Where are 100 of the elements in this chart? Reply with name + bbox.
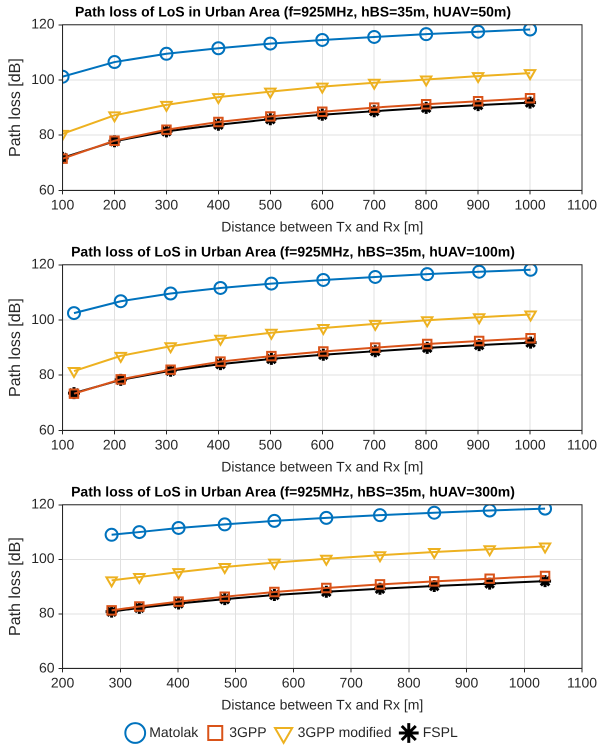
x-tick-label: 600 xyxy=(310,436,334,453)
point xyxy=(108,55,122,70)
point xyxy=(419,27,434,42)
legend-label: 3GPP modified xyxy=(298,724,392,740)
point xyxy=(263,36,278,51)
x-tick-label: 1100 xyxy=(566,196,598,213)
point xyxy=(538,542,552,554)
point xyxy=(368,78,380,90)
point xyxy=(420,99,432,110)
point xyxy=(66,306,81,320)
point xyxy=(218,562,231,574)
point xyxy=(483,545,496,556)
y-tick-label: 80 xyxy=(38,604,55,621)
point xyxy=(316,272,330,287)
point xyxy=(106,605,117,616)
x-tick-label: 900 xyxy=(466,436,490,453)
y-tick-label: 60 xyxy=(38,421,55,438)
point xyxy=(114,352,127,363)
point xyxy=(369,320,382,331)
point xyxy=(68,367,80,378)
point xyxy=(319,510,334,525)
point xyxy=(114,294,128,308)
point xyxy=(471,24,486,39)
x-tick-label: 900 xyxy=(454,674,478,691)
x-tick-label: 600 xyxy=(310,196,334,213)
x-tick-label: 600 xyxy=(282,674,306,691)
point xyxy=(172,568,185,580)
x-tick-label: 1000 xyxy=(514,436,546,453)
y-axis-title: Path loss [dB] xyxy=(7,537,24,636)
point xyxy=(421,316,434,328)
point xyxy=(524,264,538,277)
point xyxy=(429,576,440,587)
y-tick-label: 100 xyxy=(31,70,55,87)
point xyxy=(420,267,434,282)
point xyxy=(318,346,329,357)
point xyxy=(219,591,230,602)
point xyxy=(524,310,537,322)
point xyxy=(264,88,277,99)
y-tick-label: 80 xyxy=(38,126,55,142)
x-tick-label: 100 xyxy=(50,436,74,453)
point xyxy=(211,41,226,56)
x-tick-label: 1000 xyxy=(508,674,540,691)
y-axis-title: Path loss [dB] xyxy=(7,58,24,157)
point xyxy=(523,24,538,36)
point xyxy=(164,286,178,301)
x-tick-label: 800 xyxy=(397,674,421,691)
point xyxy=(267,514,282,528)
y-tick-label: 120 xyxy=(31,496,55,512)
point xyxy=(321,582,332,594)
x-tick-label: 300 xyxy=(154,436,178,453)
x-tick-label: 300 xyxy=(154,196,178,213)
y-tick-label: 120 xyxy=(31,256,55,272)
point xyxy=(265,111,276,122)
point xyxy=(525,332,536,344)
point xyxy=(484,573,495,584)
x-tick-label: 200 xyxy=(102,196,126,213)
point xyxy=(428,548,440,559)
point xyxy=(213,280,228,295)
point xyxy=(315,32,330,47)
point xyxy=(172,520,186,535)
point xyxy=(472,96,484,106)
point xyxy=(214,334,227,346)
point xyxy=(524,92,536,104)
x-tick-label: 500 xyxy=(258,436,282,453)
point xyxy=(109,135,120,146)
point xyxy=(320,554,333,566)
x-axis-title: Distance between Tx and Rx [m] xyxy=(221,458,424,474)
point xyxy=(133,573,146,584)
x-tick-label: 700 xyxy=(339,674,364,691)
x-tick-label: 300 xyxy=(108,674,132,691)
x-tick-label: 800 xyxy=(414,196,438,213)
x-tick-label: 200 xyxy=(50,674,74,691)
point xyxy=(368,270,382,284)
point xyxy=(472,313,486,324)
point xyxy=(367,30,382,44)
x-tick-label: 200 xyxy=(102,436,126,453)
x-tick-label: 400 xyxy=(206,436,230,453)
point xyxy=(132,525,146,540)
point xyxy=(420,75,432,86)
x-tick-label: 900 xyxy=(466,196,490,213)
point xyxy=(482,504,497,518)
point xyxy=(161,124,172,135)
point xyxy=(264,276,278,291)
legend-label: FSPL xyxy=(422,724,458,740)
x-tick-label: 500 xyxy=(224,674,248,691)
point xyxy=(215,356,226,367)
x-tick-label: 1100 xyxy=(566,674,598,691)
x-tick-label: 500 xyxy=(258,196,282,213)
point xyxy=(218,517,232,532)
point xyxy=(374,579,386,590)
y-tick-label: 80 xyxy=(38,366,55,382)
point xyxy=(266,350,277,362)
x-tick-label: 1000 xyxy=(514,196,546,213)
y-tick-label: 60 xyxy=(38,659,55,676)
point xyxy=(268,558,281,570)
point xyxy=(538,504,552,516)
x-axis-title: Distance between Tx and Rx [m] xyxy=(221,696,424,712)
point xyxy=(159,46,174,61)
x-tick-label: 700 xyxy=(362,436,386,453)
point xyxy=(265,328,278,340)
